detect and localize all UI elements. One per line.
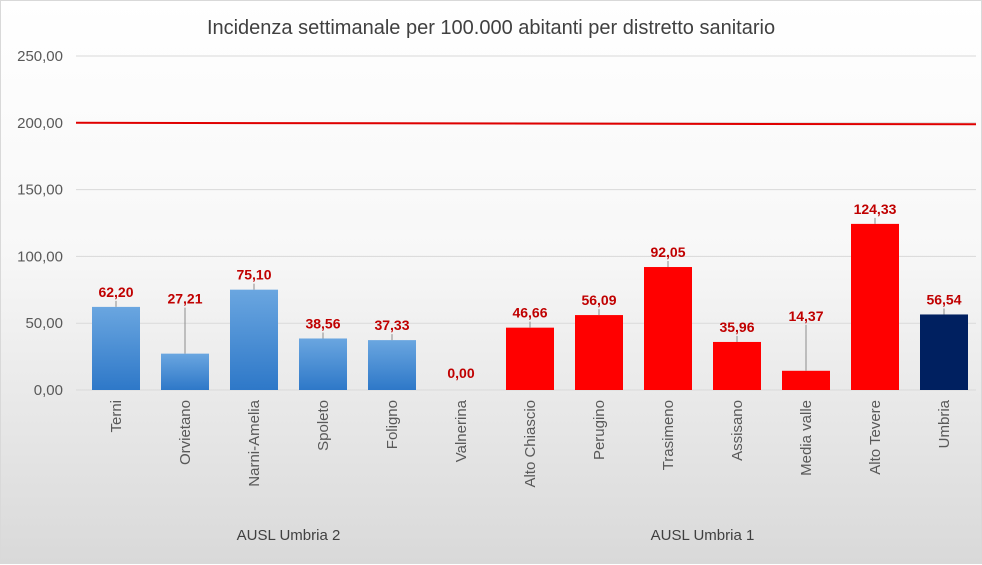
bar: [782, 370, 830, 390]
bar: [161, 353, 209, 390]
y-tick-label: 100,00: [17, 248, 63, 265]
y-tick-label: 200,00: [17, 115, 63, 132]
data-label: 62,20: [98, 284, 133, 300]
y-tick-label: 150,00: [17, 182, 63, 199]
category-label: Trasimeno: [660, 400, 677, 470]
y-tick-label: 250,00: [17, 48, 63, 65]
grid-layer: 0,00 50,00 100,00 150,00 200,00 250,00: [17, 48, 976, 399]
category-label: Valnerina: [453, 399, 470, 462]
category-label: Perugino: [591, 400, 608, 460]
data-label: 37,33: [374, 317, 409, 333]
data-label: 27,21: [167, 291, 202, 307]
y-tick-label: 50,00: [25, 315, 63, 332]
data-label: 56,09: [581, 292, 616, 308]
data-label: 38,56: [305, 315, 340, 331]
data-label: 14,37: [788, 308, 823, 324]
bar: [713, 341, 761, 390]
bar: [851, 223, 899, 390]
category-label: Spoleto: [315, 400, 332, 451]
data-label: 124,33: [854, 201, 897, 217]
category-label: Umbria: [936, 399, 953, 448]
bar: [575, 315, 623, 390]
bar: [368, 340, 416, 390]
data-label: 35,96: [719, 319, 754, 335]
data-label: 56,54: [926, 291, 961, 307]
label-layer: 62,20 Terni 27,21 Orvietano 75,10 Narni-Ameli…: [98, 201, 961, 544]
data-label: 92,05: [650, 244, 685, 260]
category-label: Narni-Amelia: [246, 399, 263, 486]
chart-title: Incidenza settimanale per 100.000 abitan…: [207, 17, 775, 39]
bar: [920, 314, 968, 390]
bar: [92, 306, 140, 390]
group-label: AUSL Umbria 2: [237, 527, 341, 544]
category-label: Alto Chiascio: [522, 400, 539, 488]
data-label: 0,00: [447, 365, 474, 381]
data-label: 75,10: [236, 267, 271, 283]
threshold-line: [75, 121, 977, 126]
bar: [644, 267, 692, 390]
category-label: Foligno: [384, 400, 401, 449]
group-label: AUSL Umbria 1: [651, 527, 755, 544]
category-label: Orvietano: [177, 400, 194, 465]
bar: [230, 289, 278, 390]
category-label: Terni: [108, 400, 125, 433]
bar: [506, 327, 554, 390]
category-label: Alto Tevere: [867, 400, 884, 475]
bar: [299, 338, 347, 390]
category-label: Media valle: [798, 400, 815, 476]
category-label: Assisano: [729, 400, 746, 461]
y-tick-label: 0,00: [34, 382, 63, 399]
bar-layer: [75, 121, 977, 390]
data-label: 46,66: [512, 305, 547, 321]
